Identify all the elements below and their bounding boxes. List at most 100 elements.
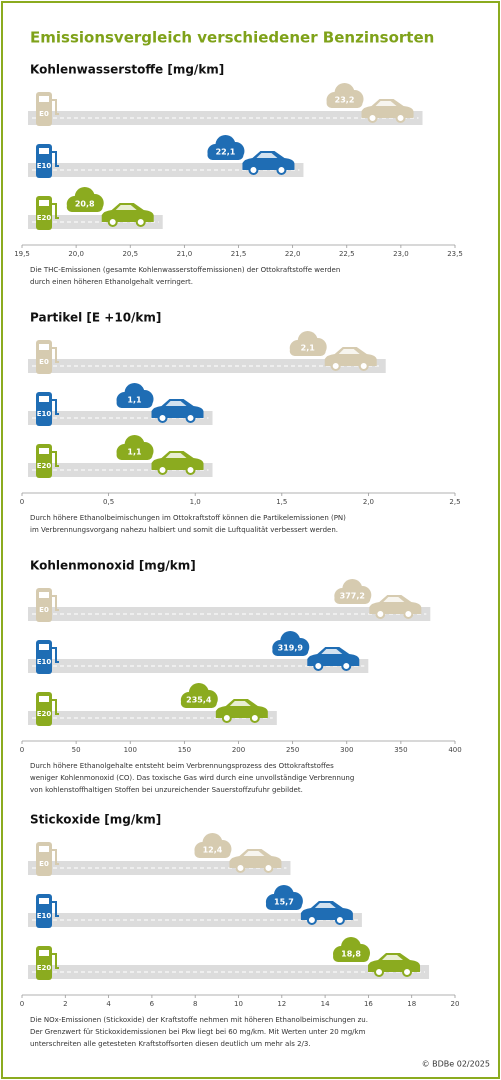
pump-hose [52, 347, 59, 363]
pump-window [39, 396, 49, 402]
wheel [403, 609, 414, 619]
chart-title: Kohlenwasserstoffe [mg/km] [30, 63, 224, 77]
x-tick-label: 0 [20, 1000, 24, 1008]
x-tick-label: 22,0 [285, 250, 301, 258]
category-label: E0 [39, 606, 49, 614]
x-tick-label: 18 [407, 1000, 416, 1008]
cloud [180, 698, 217, 708]
cloud [334, 594, 371, 604]
car-window [256, 153, 278, 158]
wheel [248, 165, 259, 175]
cloud [272, 646, 309, 656]
x-tick-label: 2,0 [363, 498, 374, 506]
x-tick-label: 0,5 [103, 498, 114, 506]
bar-row: E0 377,2 [28, 579, 431, 622]
pump-hose [52, 849, 59, 865]
x-tick-label: 16 [364, 1000, 373, 1008]
wheel [375, 609, 386, 619]
wheel [157, 413, 168, 423]
pump-hose [52, 451, 59, 467]
cloud [116, 398, 153, 408]
bar-row: E0 23,2 [28, 83, 423, 126]
bar-row: E20 1,1 [28, 435, 213, 478]
x-tick-label: 400 [448, 746, 461, 754]
category-label: E10 [37, 658, 52, 666]
wheel [374, 967, 385, 977]
x-tick-label: 200 [232, 746, 245, 754]
x-tick-label: 23,5 [447, 250, 463, 258]
wheel [313, 661, 324, 671]
wheel [306, 915, 317, 925]
bar-row: E20 235,4 [28, 683, 277, 726]
caption: von kohlenstoffhaltigen Stoffen bei unzu… [30, 786, 303, 794]
wheel [367, 113, 378, 123]
car-window [383, 597, 405, 602]
value-label: 15,7 [274, 898, 294, 907]
cloud [265, 900, 302, 910]
x-tick-label: 4 [106, 1000, 111, 1008]
x-tick-label: 10 [234, 1000, 243, 1008]
x-tick-label: 21,5 [231, 250, 247, 258]
x-tick-label: 2,5 [449, 498, 460, 506]
x-tick-label: 250 [286, 746, 299, 754]
wheel [395, 113, 406, 123]
wheel [334, 915, 345, 925]
x-tick-label: 2 [63, 1000, 67, 1008]
x-tick-label: 23,0 [393, 250, 409, 258]
wheel [276, 165, 287, 175]
cloud [289, 346, 326, 356]
pump-hose [52, 901, 59, 917]
wheel [185, 465, 196, 475]
bar [28, 359, 386, 373]
bar-row: E10 15,7 [28, 885, 362, 928]
x-tick-label: 50 [72, 746, 81, 754]
category-label: E10 [37, 912, 52, 920]
x-tick-label: 19,5 [14, 250, 30, 258]
x-tick-label: 1,5 [276, 498, 287, 506]
x-tick-label: 0 [20, 498, 24, 506]
chart-title: Stickoxide [mg/km] [30, 813, 161, 827]
x-tick-label: 14 [321, 1000, 330, 1008]
car-window [375, 101, 397, 106]
car-window [165, 401, 187, 406]
pump-hose [52, 595, 59, 611]
x-tick-label: 21,0 [177, 250, 193, 258]
caption: Die NOx-Emissionen (Stickoxide) der Kraf… [30, 1016, 368, 1024]
bar-row: E20 20,8 [28, 187, 163, 230]
x-tick-label: 20 [451, 1000, 460, 1008]
x-tick-label: 100 [124, 746, 137, 754]
wheel [263, 863, 274, 873]
pump-window [39, 148, 49, 154]
cloud [207, 150, 244, 160]
bar-row: E0 12,4 [28, 833, 291, 876]
x-tick-label: 150 [178, 746, 191, 754]
cloud [194, 848, 231, 858]
page-title: Emissionsvergleich verschiedener Benzins… [30, 29, 434, 47]
bar-row: E10 319,9 [28, 631, 369, 674]
caption: im Verbrennungsvorgang nahezu halbiert u… [30, 526, 338, 534]
caption: Der Grenzwert für Stickoxidemissionen be… [30, 1028, 366, 1036]
x-tick-label: 22,5 [339, 250, 355, 258]
wheel [185, 413, 196, 423]
pump-window [39, 950, 49, 956]
pump-window [39, 696, 49, 702]
wheel [249, 713, 260, 723]
pump-window [39, 644, 49, 650]
category-label: E10 [37, 410, 52, 418]
category-label: E20 [37, 214, 52, 222]
bar [28, 111, 423, 125]
car-window [243, 851, 265, 856]
category-label: E20 [37, 964, 52, 972]
caption: durch einen höheren Ethanolgehalt verrin… [30, 278, 193, 286]
value-label: 22,1 [216, 148, 236, 157]
car-window [382, 955, 404, 960]
bar-row: E0 2,1 [28, 331, 386, 374]
bar-row: E10 22,1 [28, 135, 304, 178]
pump-window [39, 592, 49, 598]
pump-hose [52, 99, 59, 115]
category-label: E0 [39, 358, 49, 366]
value-label: 12,4 [203, 846, 223, 855]
x-tick-label: 20,0 [68, 250, 84, 258]
